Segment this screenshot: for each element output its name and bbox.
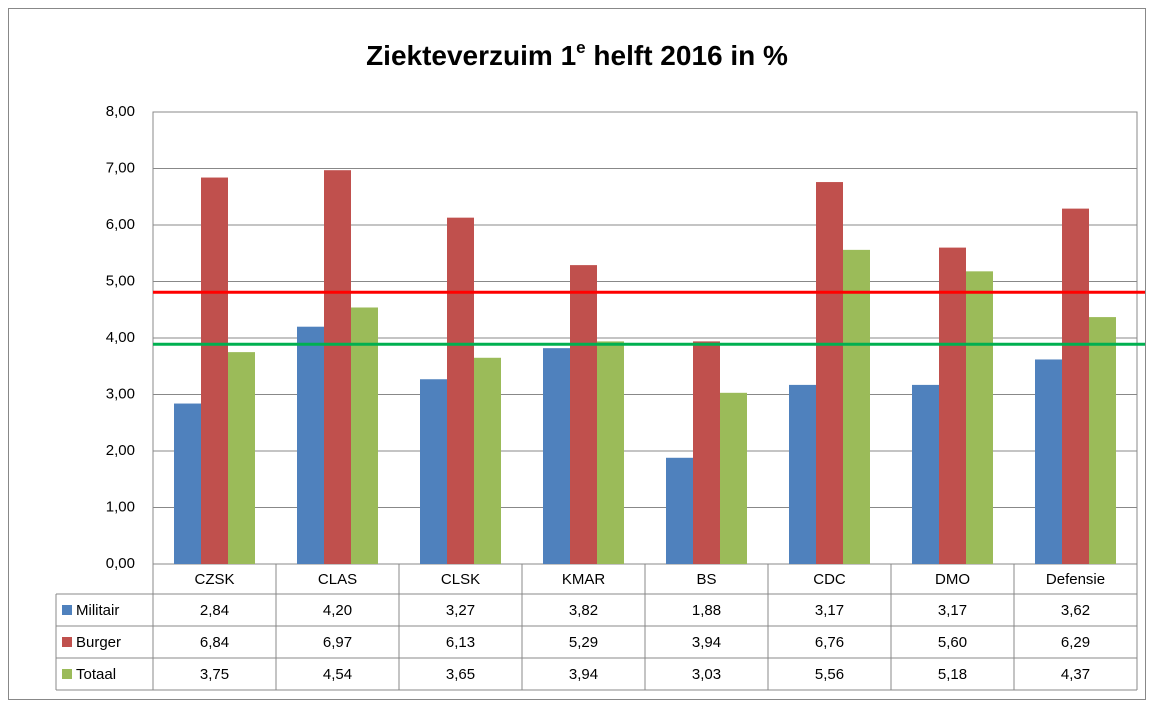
bar — [324, 170, 351, 564]
bar — [1089, 317, 1116, 564]
bar — [420, 379, 447, 564]
x-tick-label: CDC — [813, 571, 846, 588]
legend-label: Totaal — [76, 666, 116, 683]
title-part: Ziekteverzuim 1 — [366, 40, 576, 71]
table-value: 3,82 — [569, 602, 598, 619]
bar — [912, 384, 939, 564]
legend-key — [62, 669, 72, 679]
bar — [570, 265, 597, 564]
title-superscript: e — [576, 38, 585, 57]
y-tick-label: 8,00 — [106, 103, 135, 120]
table-value: 5,60 — [938, 634, 967, 651]
table-value: 4,37 — [1061, 666, 1090, 683]
legend-label: Burger — [76, 634, 121, 651]
y-tick-label: 5,00 — [106, 272, 135, 289]
table-value: 6,29 — [1061, 634, 1090, 651]
table-value: 3,17 — [938, 602, 967, 619]
table-value: 1,88 — [692, 602, 721, 619]
table-value: 4,20 — [323, 602, 352, 619]
bar — [201, 177, 228, 565]
x-tick-label: CZSK — [194, 571, 234, 588]
bar — [597, 341, 624, 564]
legend-label: Militair — [76, 602, 119, 619]
legend-key — [62, 637, 72, 647]
x-tick-label: BS — [696, 571, 716, 588]
x-tick-label: KMAR — [562, 571, 606, 588]
table-value: 3,75 — [200, 666, 229, 683]
bar — [447, 217, 474, 564]
x-tick-label: CLSK — [441, 571, 480, 588]
table-value: 6,84 — [200, 634, 229, 651]
bar — [693, 341, 720, 564]
bar — [939, 247, 966, 564]
table-value: 3,94 — [692, 634, 721, 651]
table-value: 6,13 — [446, 634, 475, 651]
legend-key — [62, 605, 72, 615]
y-tick-label: 2,00 — [106, 442, 135, 459]
table-value: 5,18 — [938, 666, 967, 683]
bar — [474, 357, 501, 564]
y-tick-label: 7,00 — [106, 159, 135, 176]
y-tick-label: 0,00 — [106, 555, 135, 572]
bar — [297, 326, 324, 564]
x-tick-label: Defensie — [1046, 571, 1105, 588]
bar — [720, 392, 747, 564]
y-tick-label: 6,00 — [106, 216, 135, 233]
title-part: helft 2016 in % — [586, 40, 788, 71]
bar — [543, 348, 570, 564]
y-tick-label: 3,00 — [106, 385, 135, 402]
table-value: 4,54 — [323, 666, 352, 683]
table-value: 3,17 — [815, 602, 844, 619]
table-value: 6,76 — [815, 634, 844, 651]
y-tick-label: 1,00 — [106, 498, 135, 515]
table-value: 3,03 — [692, 666, 721, 683]
bar — [843, 249, 870, 565]
table-value: 6,97 — [323, 634, 352, 651]
chart-title: Ziekteverzuim 1e helft 2016 in % — [366, 38, 788, 71]
table-value: 3,62 — [1061, 602, 1090, 619]
bar — [228, 352, 255, 564]
table-value: 5,56 — [815, 666, 844, 683]
x-tick-label: DMO — [935, 571, 970, 588]
bar — [966, 271, 993, 564]
bar — [1035, 359, 1062, 564]
table-value: 2,84 — [200, 602, 229, 619]
bar — [1062, 208, 1089, 565]
x-tick-label: CLAS — [318, 571, 357, 588]
bar — [666, 457, 693, 564]
table-value: 3,27 — [446, 602, 475, 619]
table-value: 3,65 — [446, 666, 475, 683]
bar — [816, 182, 843, 564]
table-value: 5,29 — [569, 634, 598, 651]
bar — [174, 403, 201, 564]
bar — [789, 384, 816, 564]
table-value: 3,94 — [569, 666, 598, 683]
y-tick-label: 4,00 — [106, 329, 135, 346]
bar — [351, 307, 378, 564]
